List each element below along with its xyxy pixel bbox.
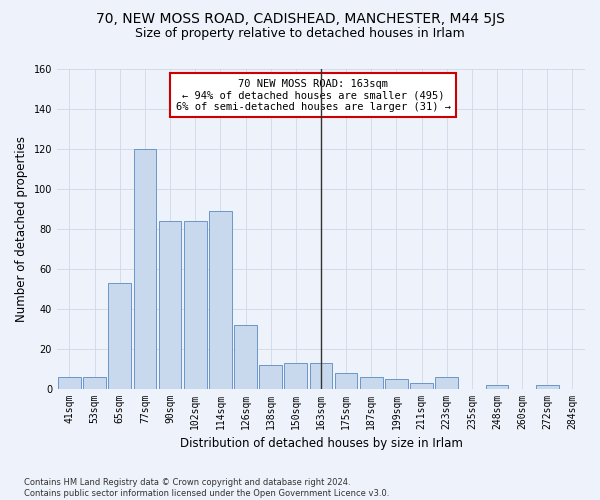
Bar [83, 376, 106, 388]
Text: Contains HM Land Registry data © Crown copyright and database right 2024.
Contai: Contains HM Land Registry data © Crown c… [24, 478, 389, 498]
Bar [109, 282, 131, 389]
Bar [159, 221, 181, 388]
Bar [58, 376, 81, 388]
Bar [209, 211, 232, 388]
Bar [436, 376, 458, 388]
Bar [234, 324, 257, 388]
Bar [536, 384, 559, 388]
Bar [284, 362, 307, 388]
Text: 70, NEW MOSS ROAD, CADISHEAD, MANCHESTER, M44 5JS: 70, NEW MOSS ROAD, CADISHEAD, MANCHESTER… [95, 12, 505, 26]
Bar [335, 372, 358, 388]
Text: 70 NEW MOSS ROAD: 163sqm
← 94% of detached houses are smaller (495)
6% of semi-d: 70 NEW MOSS ROAD: 163sqm ← 94% of detach… [176, 78, 451, 112]
Y-axis label: Number of detached properties: Number of detached properties [15, 136, 28, 322]
Bar [385, 378, 408, 388]
Text: Size of property relative to detached houses in Irlam: Size of property relative to detached ho… [135, 28, 465, 40]
Bar [134, 149, 156, 388]
Bar [360, 376, 383, 388]
Bar [310, 362, 332, 388]
Bar [485, 384, 508, 388]
Bar [184, 221, 206, 388]
Bar [259, 364, 282, 388]
X-axis label: Distribution of detached houses by size in Irlam: Distribution of detached houses by size … [179, 437, 463, 450]
Bar [410, 382, 433, 388]
